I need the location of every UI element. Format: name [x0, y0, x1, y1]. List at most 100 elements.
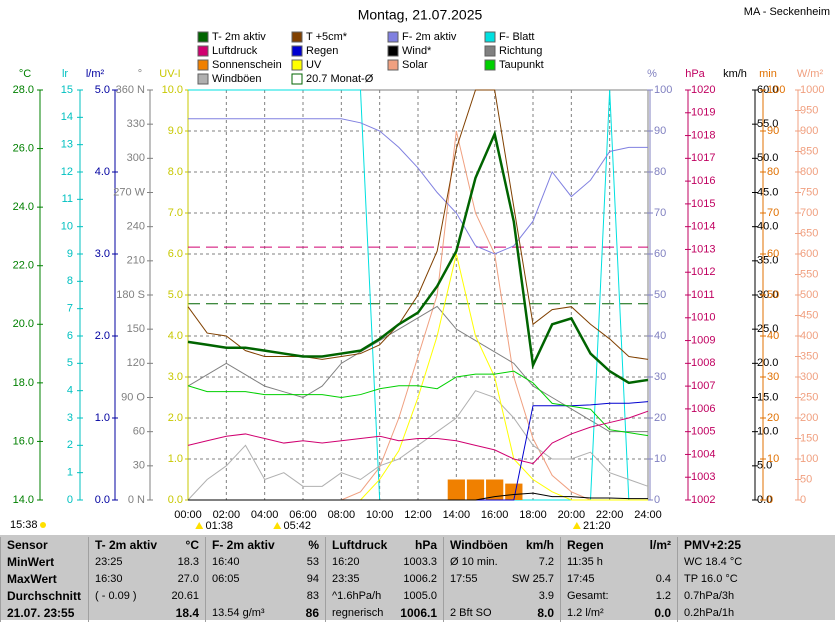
table-cell: 16:40 53: [205, 554, 325, 571]
cell-text: 53: [306, 556, 319, 568]
cell-text: 1.2 l/m²: [567, 607, 604, 619]
cell-text: 16:30: [95, 573, 123, 585]
y-tick-label: 9: [67, 248, 73, 260]
y-tick-label: 15: [61, 84, 73, 96]
legend-swatch: [291, 45, 303, 57]
y-tick-label: 1: [67, 467, 73, 479]
x-tick-label: 24:00: [634, 509, 662, 521]
cell-text: 11:35 h: [567, 556, 603, 568]
cell-text: km/h: [525, 538, 554, 552]
table-cell: TP 16.0 °C: [677, 571, 795, 588]
x-tick-label: 02:00: [213, 509, 241, 521]
y-tick-label: 40: [767, 330, 779, 342]
cell-text: 17:55: [450, 573, 478, 585]
y-tick-label: 1004: [691, 448, 715, 460]
y-tick-label: 0.0: [168, 494, 183, 506]
y-tick-label: 4.0: [95, 166, 110, 178]
series-line: [187, 89, 649, 360]
y-tick-label: 1011: [691, 289, 715, 301]
legend-swatch: [291, 31, 303, 43]
y-tick-label: 800: [800, 166, 818, 178]
y-tick-label: 10: [61, 221, 73, 233]
table-cell: Sensor: [0, 537, 88, 554]
y-tick-label: 8: [67, 275, 73, 287]
cell-text: 16:20: [332, 556, 360, 568]
table-cell: 11:35 h: [560, 554, 677, 571]
sunshine-bar: [486, 479, 504, 500]
cell-text: 23:35: [332, 573, 360, 585]
table-cell: ^1.6hPa/h 1005.0: [325, 588, 443, 605]
y-tick-label: 18.0: [13, 377, 34, 389]
legend-swatch: [291, 73, 303, 85]
y-tick-label: 45.0: [757, 186, 778, 198]
table-cell: MinWert: [0, 554, 88, 571]
series-line: [187, 390, 649, 501]
y-tick-label: 1010: [691, 312, 715, 324]
y-tick-label: 5.0: [95, 84, 110, 96]
y-tick-label: 50: [767, 289, 779, 301]
cell-text: 1003.3: [403, 556, 437, 568]
legend-swatch: [197, 45, 209, 57]
cell-text: Sensor: [7, 538, 48, 552]
cell-text: Gesamt:: [567, 590, 609, 602]
chart-title: Montag, 21.07.2025: [358, 7, 483, 23]
y-tick-label: 28.0: [13, 84, 34, 96]
table-cell: 2 Bft SO 8.0: [443, 605, 560, 622]
legend-swatch: [197, 73, 209, 85]
cell-text: WC 18.4 °C: [684, 556, 743, 568]
y-tick-label: 3.0: [95, 248, 110, 260]
y-tick-label: 11: [62, 193, 73, 205]
y-tick-label: 500: [800, 289, 818, 301]
table-cell: 17:45 0.4: [560, 571, 677, 588]
y-tick-label: 20.0: [13, 318, 34, 330]
cell-text: %: [308, 538, 319, 552]
y-tick-label: 240: [127, 221, 145, 233]
table-cell: 0.2hPa/1h: [677, 605, 795, 622]
cell-text: regnerisch: [332, 607, 384, 619]
table-cell: 16:30 27.0: [88, 571, 205, 588]
y-tick-label: 14.0: [13, 494, 34, 506]
table-cell: F- 2m aktiv%: [205, 537, 325, 554]
cell-text: TP 16.0 °C: [684, 573, 738, 585]
y-tick-label: 2: [67, 439, 73, 451]
y-tick-label: 4: [67, 385, 73, 397]
table-cell: 23:35 1006.2: [325, 571, 443, 588]
x-tick-label: 08:00: [328, 509, 356, 521]
cell-text: 23:25: [95, 556, 123, 568]
legend-entry: F- 2m aktiv: [402, 31, 457, 43]
y-tick-label: 3.0: [168, 371, 183, 383]
y-tick-label: 60.0: [757, 84, 778, 96]
legend-entry: Solar: [402, 59, 428, 71]
y-tick-label: 150: [800, 432, 818, 444]
y-tick-label: 1007: [691, 380, 715, 392]
legend-entry: Wind*: [402, 45, 432, 57]
y-tick-label: 210: [127, 255, 145, 267]
cell-text: 8.0: [537, 606, 554, 620]
y-tick-label: 450: [800, 309, 818, 321]
legend-entry: Taupunkt: [499, 59, 544, 71]
y-tick-label: 330: [127, 118, 145, 130]
y-tick-label: 5.0: [168, 289, 183, 301]
cell-text: 0.0: [654, 606, 671, 620]
y-tick-label: 400: [800, 330, 818, 342]
y-tick-label: 250: [800, 391, 818, 403]
series-line: [188, 118, 648, 255]
cell-text: 06:05: [212, 573, 240, 585]
sun-icon: [273, 522, 282, 529]
table-cell: ( - 0.09 ) 20.61: [88, 588, 205, 605]
legend-swatch: [484, 45, 496, 57]
moon-icon: [40, 522, 46, 528]
axis-label: °C: [19, 68, 31, 80]
x-tick-label: 14:00: [443, 509, 471, 521]
y-tick-label: 12: [61, 166, 73, 178]
y-tick-label: 300: [127, 152, 145, 164]
legend-entry: F- Blatt: [499, 31, 534, 43]
y-tick-label: 10: [654, 453, 666, 465]
y-tick-label: 60: [133, 426, 145, 438]
y-tick-label: 1005: [691, 426, 715, 438]
y-tick-label: 8.0: [168, 166, 183, 178]
summary-table: Sensor T- 2m aktiv °C F- 2m aktiv% Luftdruck…: [0, 535, 835, 622]
y-tick-label: 6.0: [168, 248, 183, 260]
legend-swatch: [197, 31, 209, 43]
axis-label: W/m²: [797, 68, 824, 80]
